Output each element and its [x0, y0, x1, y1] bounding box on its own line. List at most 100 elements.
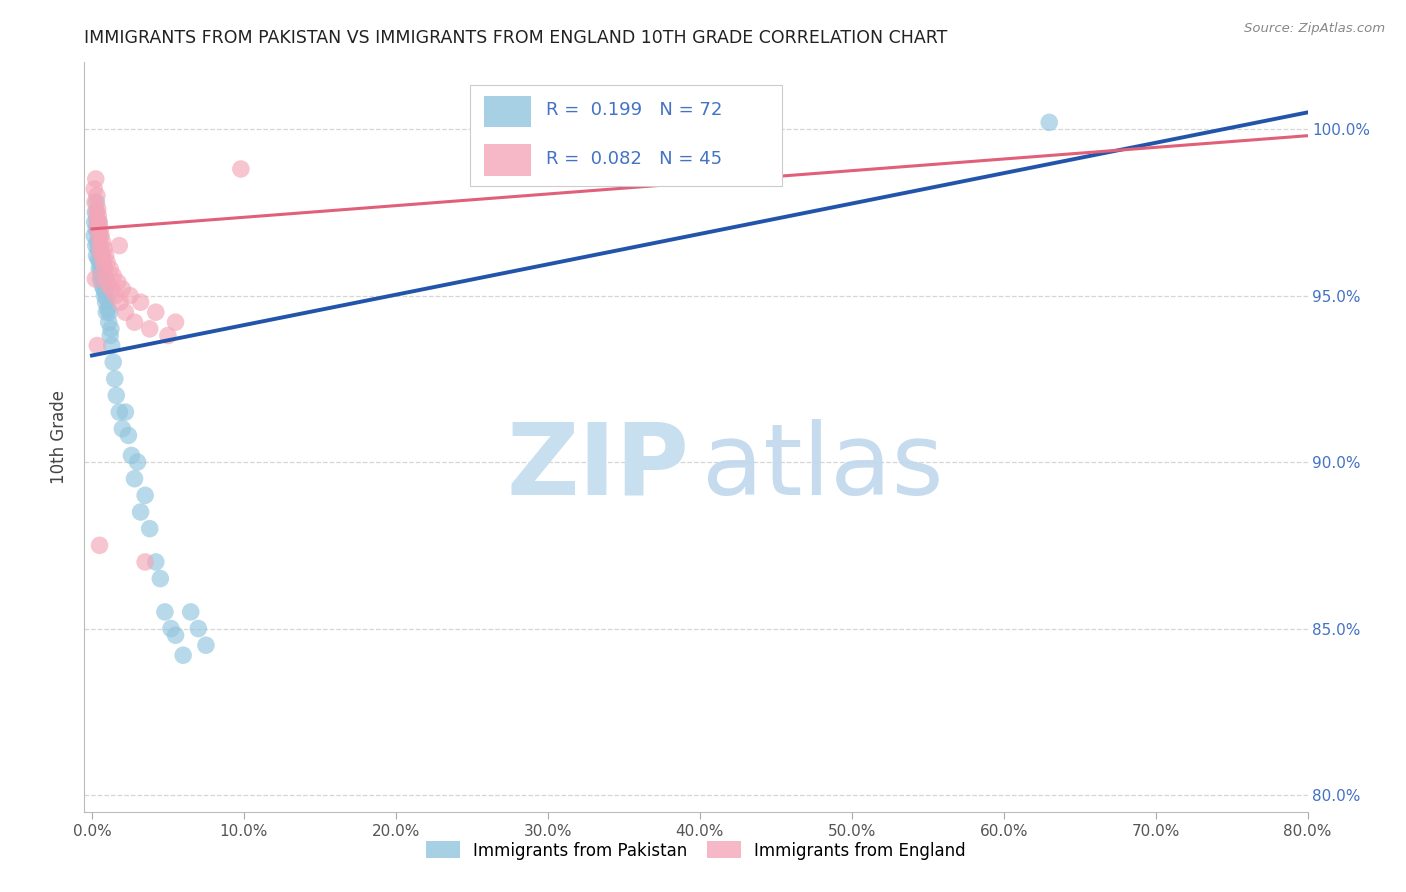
Point: [94, 249, 117, 263]
Point: [165, 628, 187, 642]
Point: [86, 235, 108, 250]
Bar: [484, 96, 531, 128]
Point: [86, 205, 108, 219]
Text: atlas: atlas: [702, 418, 943, 516]
Point: [93, 242, 115, 256]
Point: [90, 261, 112, 276]
Point: [83, 182, 105, 196]
Text: Source: ZipAtlas.com: Source: ZipAtlas.com: [1244, 22, 1385, 36]
Point: [87, 209, 110, 223]
Point: [91, 265, 114, 279]
Point: [87, 225, 110, 239]
Point: [117, 428, 139, 442]
Point: [87, 252, 110, 266]
Point: [94, 282, 117, 296]
Point: [96, 272, 118, 286]
Text: IMMIGRANTS FROM PAKISTAN VS IMMIGRANTS FROM ENGLAND 10TH GRADE CORRELATION CHART: IMMIGRANTS FROM PAKISTAN VS IMMIGRANTS F…: [84, 29, 948, 47]
Point: [87, 202, 110, 216]
Point: [86, 188, 108, 202]
Point: [87, 215, 110, 229]
Point: [83, 215, 105, 229]
Point: [97, 278, 120, 293]
Point: [87, 232, 110, 246]
Point: [94, 285, 117, 300]
Point: [91, 278, 114, 293]
Point: [94, 261, 117, 276]
Point: [89, 238, 111, 252]
Point: [86, 211, 108, 226]
Point: [96, 278, 118, 293]
Point: [89, 272, 111, 286]
Point: [180, 605, 202, 619]
Point: [129, 295, 152, 310]
Point: [104, 288, 127, 302]
Point: [134, 555, 156, 569]
Point: [98, 328, 121, 343]
FancyBboxPatch shape: [470, 85, 782, 186]
Point: [89, 238, 111, 252]
Point: [83, 228, 105, 243]
Point: [121, 449, 143, 463]
Point: [105, 388, 128, 402]
Point: [160, 622, 183, 636]
Point: [90, 245, 112, 260]
Point: [100, 282, 122, 296]
Point: [84, 172, 107, 186]
Point: [93, 261, 115, 276]
Point: [97, 301, 120, 316]
Point: [108, 238, 131, 252]
Point: [97, 315, 120, 329]
Point: [111, 282, 134, 296]
Point: [98, 261, 121, 276]
Point: [229, 161, 252, 176]
Point: [96, 305, 118, 319]
Point: [124, 472, 146, 486]
Point: [84, 222, 107, 236]
Point: [114, 305, 136, 319]
Point: [87, 242, 110, 256]
Point: [90, 272, 112, 286]
Point: [145, 555, 167, 569]
Point: [90, 255, 112, 269]
Point: [118, 288, 141, 302]
Point: [84, 195, 107, 210]
Point: [86, 215, 108, 229]
Point: [86, 219, 108, 233]
Point: [111, 422, 134, 436]
Legend: Immigrants from Pakistan, Immigrants from England: Immigrants from Pakistan, Immigrants fro…: [426, 841, 966, 860]
Point: [1038, 115, 1060, 129]
Point: [87, 222, 110, 236]
Point: [103, 355, 125, 369]
Point: [124, 315, 146, 329]
Point: [89, 215, 111, 229]
Point: [187, 622, 209, 636]
Point: [134, 488, 156, 502]
Point: [129, 505, 152, 519]
Y-axis label: 10th Grade: 10th Grade: [51, 390, 69, 484]
Point: [89, 261, 111, 276]
Point: [138, 522, 160, 536]
Point: [90, 249, 112, 263]
Point: [194, 638, 217, 652]
Point: [100, 322, 122, 336]
Point: [87, 228, 110, 243]
Point: [96, 292, 118, 306]
Point: [114, 405, 136, 419]
Point: [89, 245, 111, 260]
Point: [98, 305, 121, 319]
Point: [93, 288, 115, 302]
Point: [107, 275, 129, 289]
Point: [156, 328, 179, 343]
Point: [94, 295, 117, 310]
Point: [84, 205, 107, 219]
Point: [87, 222, 110, 236]
Point: [104, 372, 127, 386]
Point: [91, 275, 114, 289]
Point: [93, 282, 115, 296]
Point: [94, 275, 117, 289]
Point: [84, 272, 107, 286]
Point: [138, 322, 160, 336]
Point: [90, 249, 112, 263]
Point: [89, 222, 111, 236]
Point: [153, 605, 176, 619]
